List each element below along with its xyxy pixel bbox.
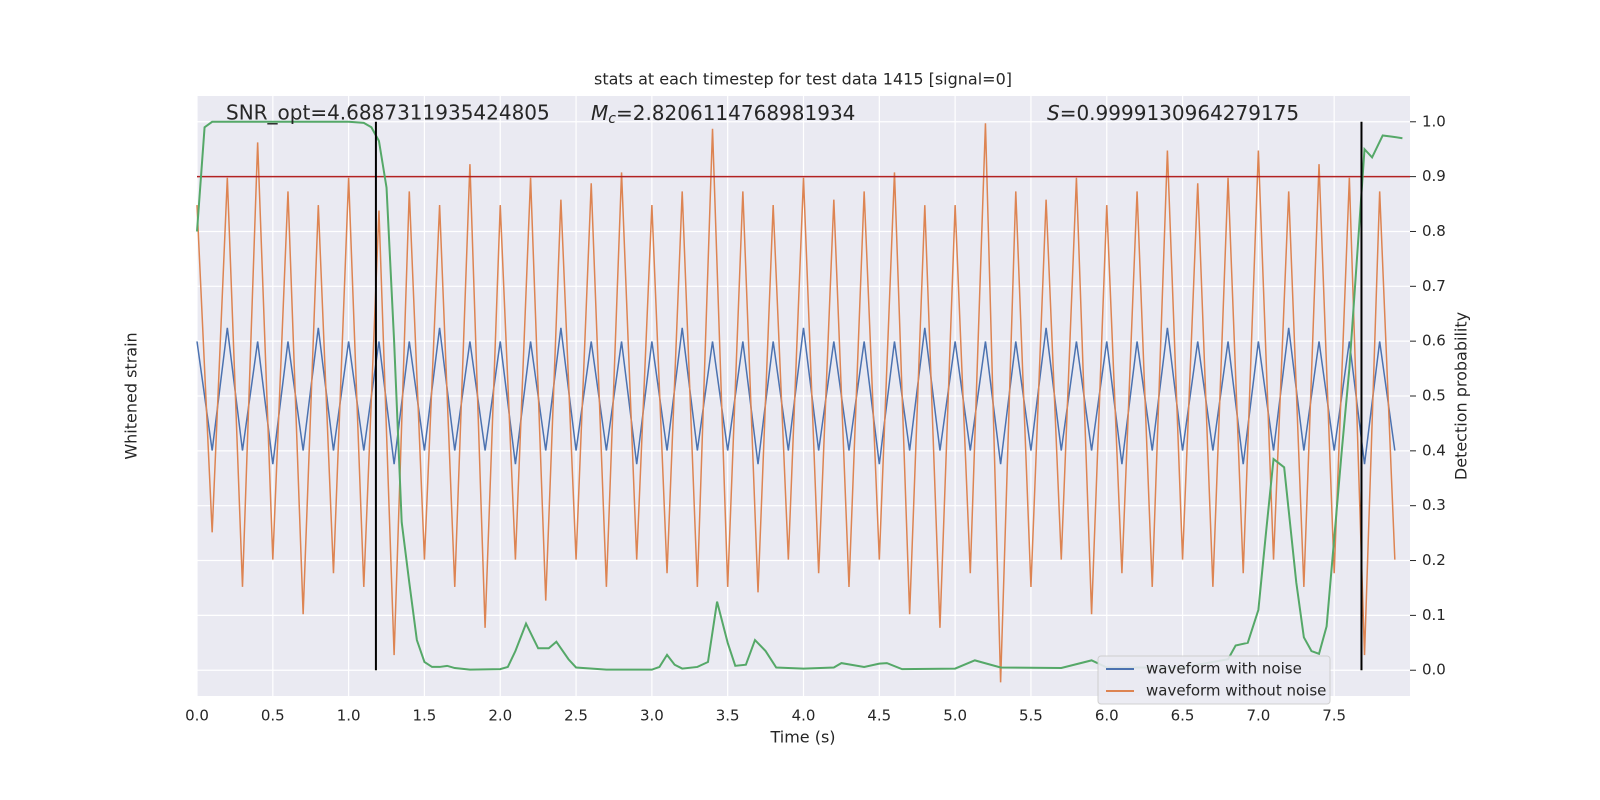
x-tick-label: 6.5 [1171, 707, 1195, 725]
annotation: S=0.9999130964279175 [1047, 101, 1299, 125]
x-tick-label: 0.0 [185, 707, 209, 725]
x-tick-label: 4.0 [792, 707, 816, 725]
x-tick-label: 7.5 [1322, 707, 1346, 725]
y2-tick-label: 0.1 [1422, 606, 1446, 624]
y2-tick-label: 0.3 [1422, 496, 1446, 514]
x-tick-label: 6.0 [1095, 707, 1119, 725]
x-tick-label: 5.0 [943, 707, 967, 725]
y2-tick-label: 0.8 [1422, 222, 1446, 240]
annotation: SNR_opt=4.6887311935424805 [226, 101, 550, 125]
legend-box [1097, 655, 1331, 705]
y2-tick-label: 0.5 [1422, 387, 1446, 405]
waveform-line [196, 123, 1396, 683]
y2-tick-label: 0.2 [1422, 551, 1446, 569]
x-tick-label: 7.0 [1246, 707, 1270, 725]
legend-label: waveform with noise [1146, 660, 1302, 678]
annotation-text: =0.9999130964279175 [1060, 101, 1299, 125]
x-tick-label: 1.5 [413, 707, 437, 725]
y2-tick-label: 0.7 [1422, 277, 1446, 295]
y2-tick-label: 0.4 [1422, 441, 1446, 459]
x-tick-label: 2.0 [488, 707, 512, 725]
annotation-symbol: S [1047, 101, 1060, 125]
chart-title: stats at each timestep for test data 141… [594, 70, 1012, 89]
x-tick-label: 2.5 [564, 707, 588, 725]
x-axis-label: Time (s) [769, 728, 835, 747]
x-tick-label: 1.0 [337, 707, 361, 725]
y2-tick-label: 0.6 [1422, 332, 1446, 350]
x-tick-label: 3.0 [640, 707, 664, 725]
legend-label: waveform without noise [1146, 682, 1326, 700]
x-tick-label: 4.5 [867, 707, 891, 725]
x-tick-label: 0.5 [261, 707, 285, 725]
annotation-subscript: c [608, 111, 616, 127]
probability-line [196, 120, 1403, 671]
annotation-symbol: M [591, 101, 608, 125]
y2-tick-label: 0.9 [1422, 167, 1446, 185]
annotation: Mc=2.8206114768981934 [591, 101, 855, 128]
y2-axis-label: Detection probability [1452, 312, 1471, 480]
y-axis-label: Whitened strain [122, 332, 141, 459]
y2-tick-label: 0.0 [1422, 661, 1446, 679]
annotation-text: =2.8206114768981934 [616, 101, 855, 125]
x-tick-label: 3.5 [716, 707, 740, 725]
y2-tick-label: 1.0 [1422, 112, 1446, 130]
x-tick-label: 5.5 [1019, 707, 1043, 725]
waveform-line [196, 327, 1396, 465]
